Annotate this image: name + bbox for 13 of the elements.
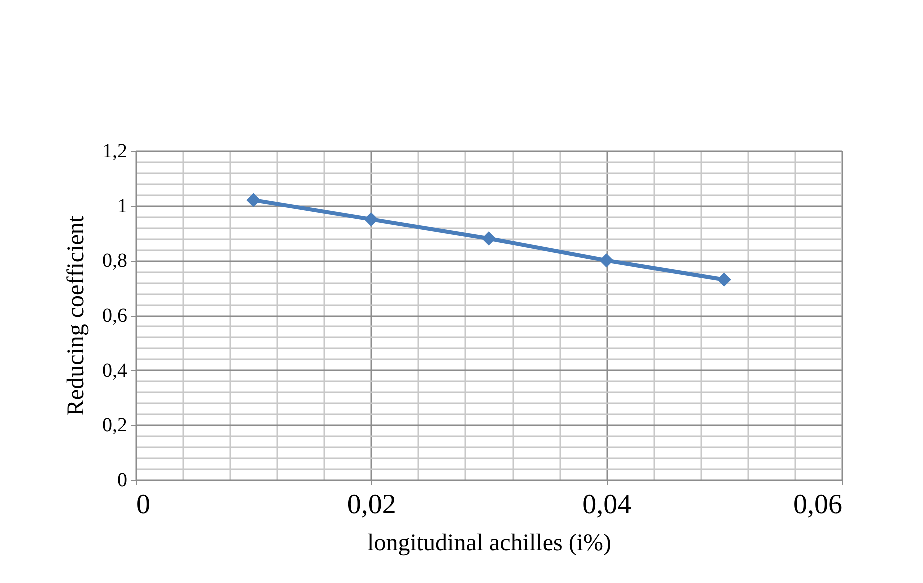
y-tick-label: 1,2 (102, 140, 128, 162)
x-tick-label: 0,04 (582, 490, 632, 520)
x-tick-label: 0 (136, 490, 150, 520)
y-tick-label: 0,8 (102, 250, 128, 272)
x-axis-title: longitudinal achilles (i%) (368, 530, 612, 556)
y-tick-label: 1 (118, 195, 128, 218)
x-tick-label: 0,06 (794, 490, 842, 520)
y-tick-label: 0,4 (102, 360, 128, 382)
y-tick-label: 0,2 (102, 414, 128, 437)
y-tick-label: 0,6 (102, 305, 128, 327)
x-tick-label: 0,02 (347, 490, 396, 520)
y-tick-label: 0 (118, 470, 128, 492)
y-axis-title: Reducing coefficient (64, 216, 90, 416)
